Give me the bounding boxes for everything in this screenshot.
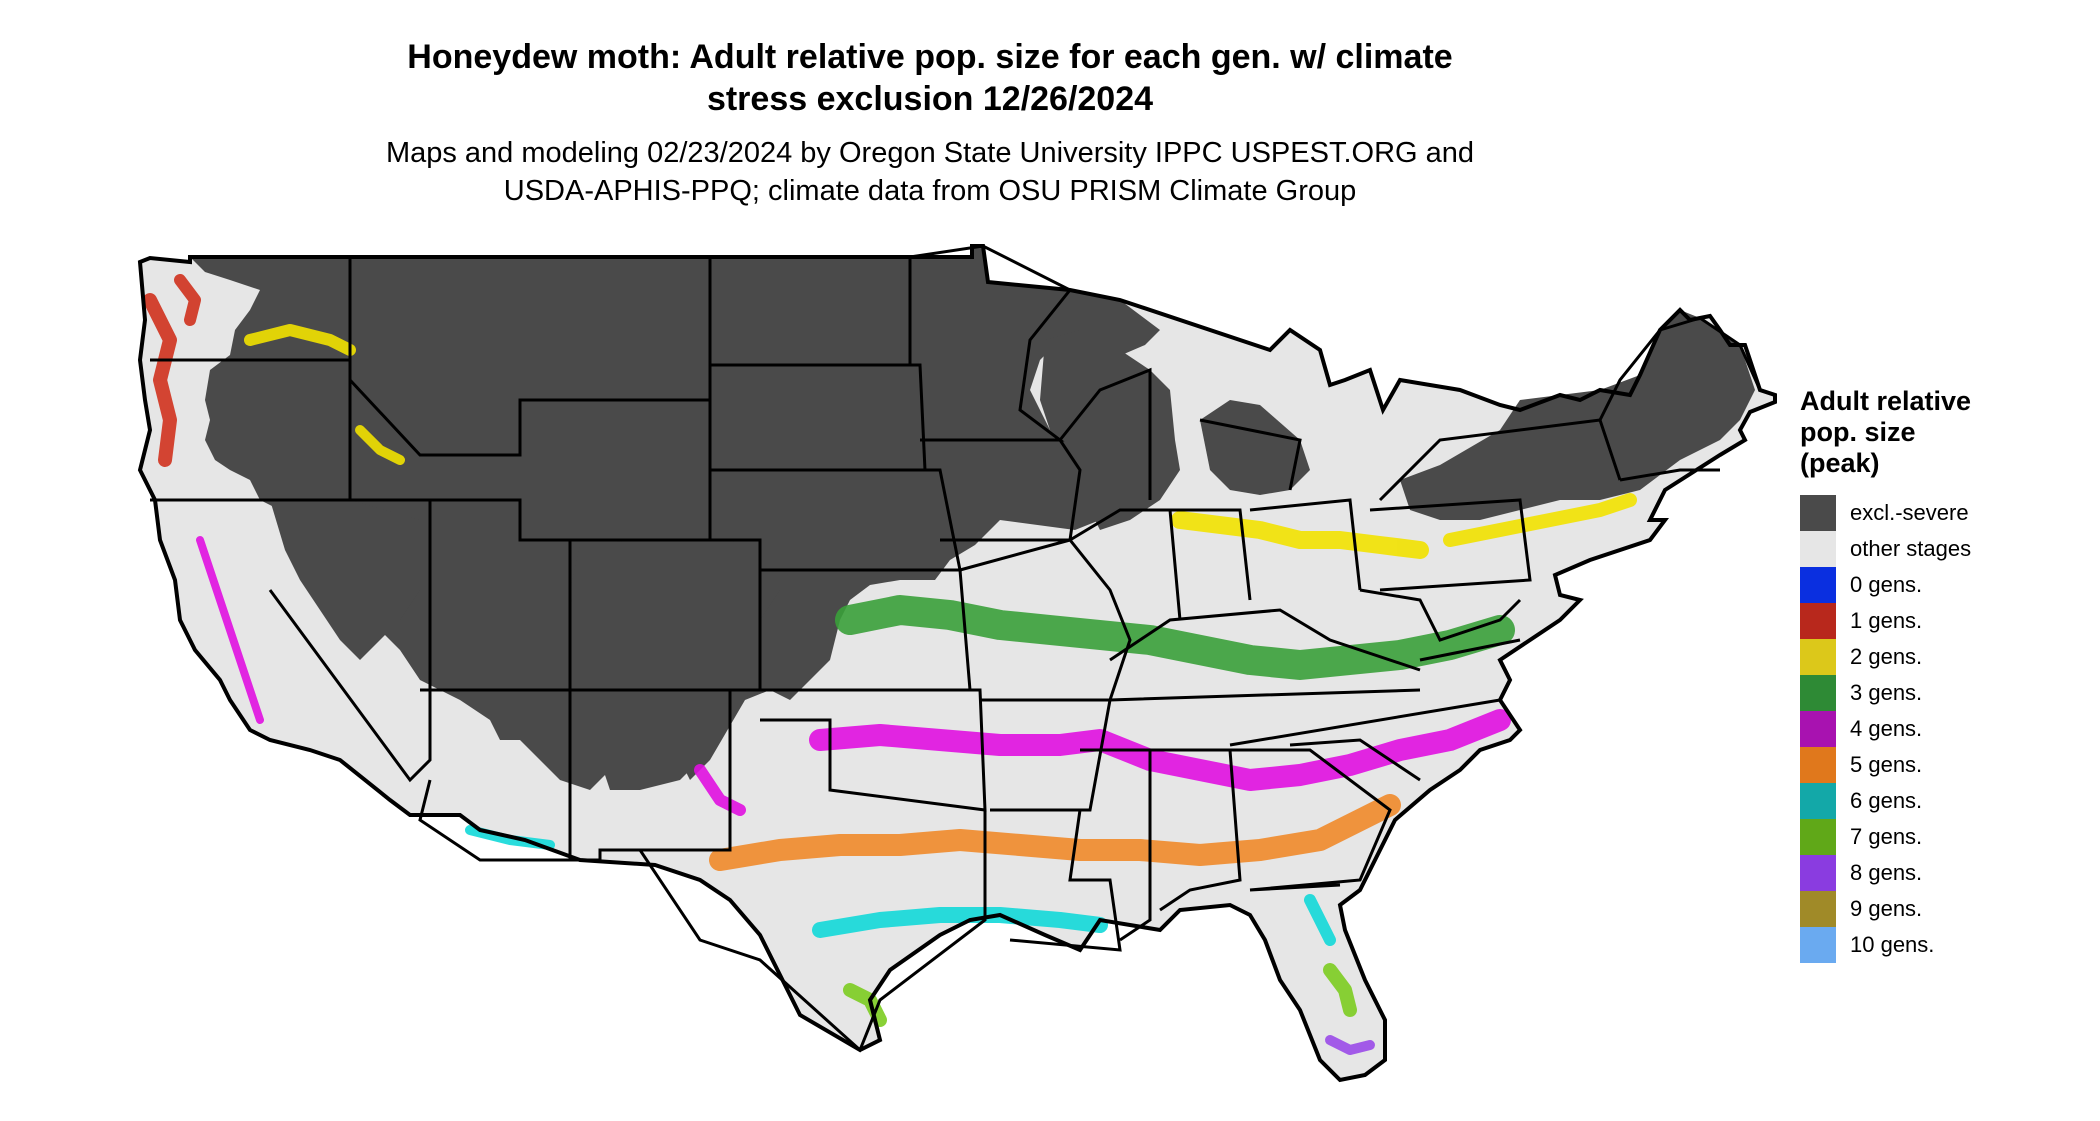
gen-band-1 <box>143 274 201 467</box>
legend-swatch <box>1800 819 1836 855</box>
gen3-band-plains <box>835 595 1515 680</box>
legend-item-3-gens: 3 gens. <box>1800 675 2090 711</box>
legend-item-1-gens: 1 gens. <box>1800 603 2090 639</box>
legend-title-line-1: Adult relative <box>1800 386 1972 416</box>
legend-label: 5 gens. <box>1850 752 1923 777</box>
legend-label: 2 gens. <box>1850 644 1923 669</box>
legend-swatch <box>1800 675 1836 711</box>
map-subtitle-line-1: Maps and modeling 02/23/2024 by Oregon S… <box>385 137 1475 169</box>
legend-swatch <box>1800 603 1836 639</box>
map-subtitle: Maps and modeling 02/23/2024 by Oregon S… <box>240 134 1620 210</box>
gen2-band-washington <box>244 324 356 356</box>
map-title-line-2: stress exclusion 12/26/2024 <box>706 80 1154 118</box>
legend-item-7-gens: 7 gens. <box>1800 819 2090 855</box>
legend-item-9-gens: 9 gens. <box>1800 891 2090 927</box>
legend-label: other stages <box>1850 536 1972 561</box>
legend-item-4-gens: 4 gens. <box>1800 711 2090 747</box>
legend-label: excl.-severe <box>1850 500 1969 525</box>
gen8-band-florida-tip <box>1325 1035 1375 1055</box>
border-pa-ny <box>1369 418 1622 592</box>
border-nv <box>268 498 432 783</box>
legend-label: 9 gens. <box>1850 896 1923 921</box>
legend-swatch <box>1800 495 1836 531</box>
border-ok <box>760 688 987 812</box>
legend-swatch <box>1800 891 1836 927</box>
legend-swatch <box>1800 531 1836 567</box>
gen2-band-idaho <box>355 425 405 465</box>
legend: Adult relative pop. size (peak) excl.-se… <box>1800 386 2090 963</box>
legend-item-excl-severe: excl.-severe <box>1800 495 2090 531</box>
border-tn-ky <box>1109 608 1421 702</box>
legend-label: 3 gens. <box>1850 680 1923 705</box>
gen-band-4 <box>196 536 1511 816</box>
legend-label: 4 gens. <box>1850 716 1923 741</box>
legend-swatch <box>1800 855 1836 891</box>
legend-item-2-gens: 2 gens. <box>1800 639 2090 675</box>
gen6-band-gulf <box>812 907 1108 938</box>
excluded-region-michigan <box>1200 400 1310 495</box>
legend-label: 6 gens. <box>1850 788 1923 813</box>
border-ms-al <box>1080 748 1242 942</box>
excluded-region-northeast <box>1400 310 1755 520</box>
legend-swatch <box>1800 927 1836 963</box>
legend-label: 0 gens. <box>1850 572 1923 597</box>
gen1-band-puget <box>174 274 201 326</box>
legend-swatch <box>1800 711 1836 747</box>
legend-swatch <box>1800 567 1836 603</box>
gen-band-2 <box>244 324 1637 559</box>
legend-item-5-gens: 5 gens. <box>1800 747 2090 783</box>
gen6-band-florida <box>1304 894 1336 946</box>
legend-item-6-gens: 6 gens. <box>1800 783 2090 819</box>
excluded-region-northwest-north <box>190 246 1160 790</box>
gen1-band-coast <box>143 293 177 467</box>
gen5-band-south <box>709 794 1401 871</box>
gen2-band-northeast <box>1443 493 1637 547</box>
legend-item-0-gens: 0 gens. <box>1800 567 2090 603</box>
gen-band-8 <box>1325 1035 1375 1055</box>
legend-items: excl.-severe other stages 0 gens. 1 gens… <box>1800 495 2090 963</box>
legend-label: 7 gens. <box>1850 824 1923 849</box>
legend-label: 8 gens. <box>1850 860 1923 885</box>
excluded-region-great-lakes <box>1040 330 1180 530</box>
gen4-band-texas <box>694 764 746 816</box>
map-subtitle-line-2: USDA-APHIS-PPQ; climate data from OSU PR… <box>503 175 1357 207</box>
border-ia <box>925 438 1082 542</box>
legend-swatch <box>1800 639 1836 675</box>
gen4-band-south <box>809 709 1511 791</box>
map-title: Honeydew moth: Adult relative pop. size … <box>240 36 1620 120</box>
gen7-band-florida <box>1323 963 1357 1017</box>
legend-swatch <box>1800 747 1836 783</box>
excluded-region-nevada <box>270 500 430 660</box>
excluded-region-southwest <box>570 540 780 790</box>
border-wi-mi <box>1058 367 1302 500</box>
legend-title: Adult relative pop. size (peak) <box>1800 386 2090 479</box>
gen4-band-california <box>196 536 264 724</box>
map-title-line-1: Honeydew moth: Adult relative pop. size … <box>407 38 1453 76</box>
gen-band-3 <box>835 595 1515 680</box>
border-new-england <box>1598 316 1762 482</box>
legend-label: 10 gens. <box>1850 932 1935 957</box>
border-wy <box>520 398 712 542</box>
gen2-band-ohio <box>1171 511 1429 559</box>
legend-item-8-gens: 8 gens. <box>1800 855 2090 891</box>
legend-swatch <box>1800 783 1836 819</box>
legend-item-other-stages: other stages <box>1800 531 2090 567</box>
border-va-wv <box>1359 588 1522 662</box>
legend-label: 1 gens. <box>1850 608 1923 633</box>
border-ga-fl <box>1230 748 1392 892</box>
border-sc-nc <box>1229 698 1501 782</box>
gen-band-7 <box>843 963 1357 1027</box>
gen-band-5 <box>709 794 1401 871</box>
border-il-in-oh <box>1069 498 1362 621</box>
border-la <box>990 808 1122 952</box>
legend-item-10-gens: 10 gens. <box>1800 927 2090 963</box>
conus-outline <box>137 244 1777 1083</box>
legend-title-line-2: pop. size <box>1800 417 1916 447</box>
legend-title-line-3: (peak) <box>1800 448 1880 478</box>
